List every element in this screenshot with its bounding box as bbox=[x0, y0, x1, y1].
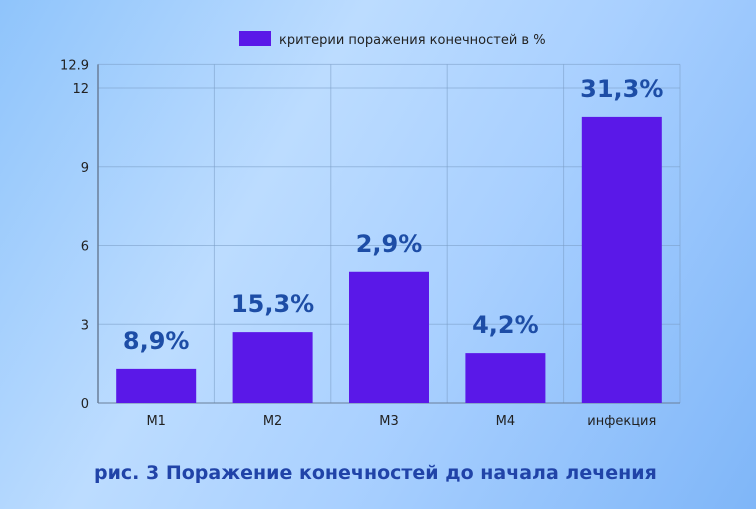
data-label: 15,3% bbox=[231, 290, 314, 318]
bar-0 bbox=[116, 368, 197, 403]
data-label: 8,9% bbox=[123, 327, 190, 355]
legend: критерии поражения конечностей в % bbox=[239, 31, 546, 48]
y-tick-label: 12.9 bbox=[60, 58, 89, 73]
x-tick-label: M4 bbox=[496, 414, 516, 429]
x-tick-label: M1 bbox=[146, 414, 166, 429]
figure-caption: рис. 3 Поражение конечностей до начала л… bbox=[94, 462, 657, 484]
data-label: 4,2% bbox=[472, 311, 539, 339]
bar-4 bbox=[581, 116, 662, 404]
legend-label: критерии поражения конечностей в % bbox=[279, 33, 546, 48]
legend-swatch bbox=[239, 31, 271, 46]
bar-1 bbox=[232, 332, 313, 403]
y-tick-label: 6 bbox=[81, 240, 89, 255]
x-tick-label: инфекция bbox=[587, 414, 656, 429]
data-label: 31,3% bbox=[580, 75, 663, 103]
y-tick-label: 0 bbox=[81, 397, 89, 412]
y-tick-label: 9 bbox=[81, 161, 89, 176]
bar-3 bbox=[465, 353, 546, 403]
x-tick-label: M3 bbox=[379, 414, 399, 429]
bar-2 bbox=[349, 271, 429, 403]
data-label: 2,9% bbox=[356, 230, 423, 258]
y-tick-label: 3 bbox=[81, 318, 89, 333]
x-tick-label: M2 bbox=[263, 414, 283, 429]
y-tick-label: 12 bbox=[72, 82, 89, 97]
